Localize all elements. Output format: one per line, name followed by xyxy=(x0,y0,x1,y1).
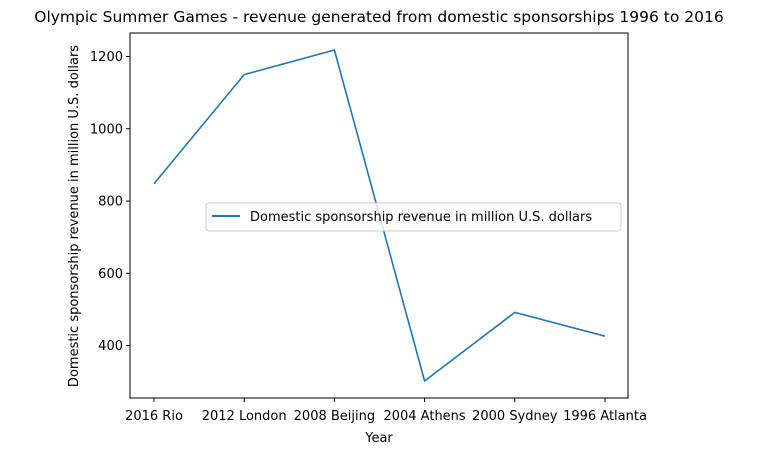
legend: Domestic sponsorship revenue in million … xyxy=(205,202,622,232)
x-tick-label: 2016 Rio xyxy=(125,409,183,424)
x-tick-label: 2004 Athens xyxy=(383,409,465,424)
y-tick-label: 400 xyxy=(98,339,123,354)
x-tick-label: 1996 Atlanta xyxy=(563,409,647,424)
y-tick-label: 1200 xyxy=(90,50,123,65)
x-tick-label: 2008 Beijing xyxy=(294,409,375,424)
legend-box xyxy=(205,202,622,232)
plot-area xyxy=(129,32,629,399)
y-tick-label: 800 xyxy=(98,195,123,210)
y-axis: 400 600 800 1000 1200 xyxy=(90,50,130,354)
x-axis-label: Year xyxy=(364,431,393,446)
y-tick-label: 1000 xyxy=(90,122,123,137)
y-tick-label: 600 xyxy=(98,267,123,282)
legend-label: Domestic sponsorship revenue in million … xyxy=(250,210,592,225)
x-tick-label: 2000 Sydney xyxy=(472,409,558,424)
x-tick-label: 2012 London xyxy=(202,409,287,424)
x-axis: 2016 Rio 2012 London 2008 Beijing 2004 Athe… xyxy=(125,398,647,424)
chart-title: Olympic Summer Games - revenue generated… xyxy=(34,8,723,26)
y-axis-label: Domestic sponsorship revenue in million … xyxy=(67,45,82,387)
